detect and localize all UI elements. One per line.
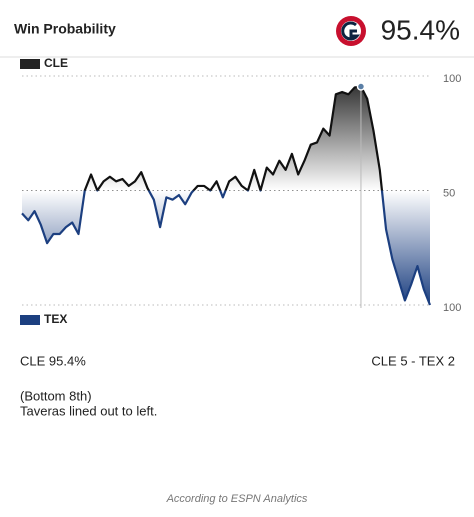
source: According to ESPN Analytics bbox=[166, 493, 308, 505]
title: Win Probability bbox=[14, 21, 116, 37]
y-tick-label: 100 bbox=[443, 73, 461, 85]
legend-label: CLE bbox=[44, 56, 68, 70]
team-logo bbox=[336, 16, 366, 46]
probability-area bbox=[22, 86, 430, 305]
summary-right: CLE 5 - TEX 2 bbox=[371, 353, 455, 368]
header-probability: 95.4% bbox=[381, 14, 460, 45]
summary-left: CLE 95.4% bbox=[20, 353, 86, 368]
plot: 100 50 100 CLE TEX bbox=[20, 56, 461, 326]
play-text: Taveras lined out to left. bbox=[20, 403, 157, 418]
y-tick-label: 50 bbox=[443, 187, 455, 199]
y-tick-label: 100 bbox=[443, 302, 461, 314]
legend-label: TEX bbox=[44, 312, 67, 326]
legend-swatch bbox=[20, 315, 40, 325]
current-play-dot bbox=[356, 82, 366, 91]
play-inning: (Bottom 8th) bbox=[20, 388, 92, 403]
legend-swatch bbox=[20, 59, 40, 69]
